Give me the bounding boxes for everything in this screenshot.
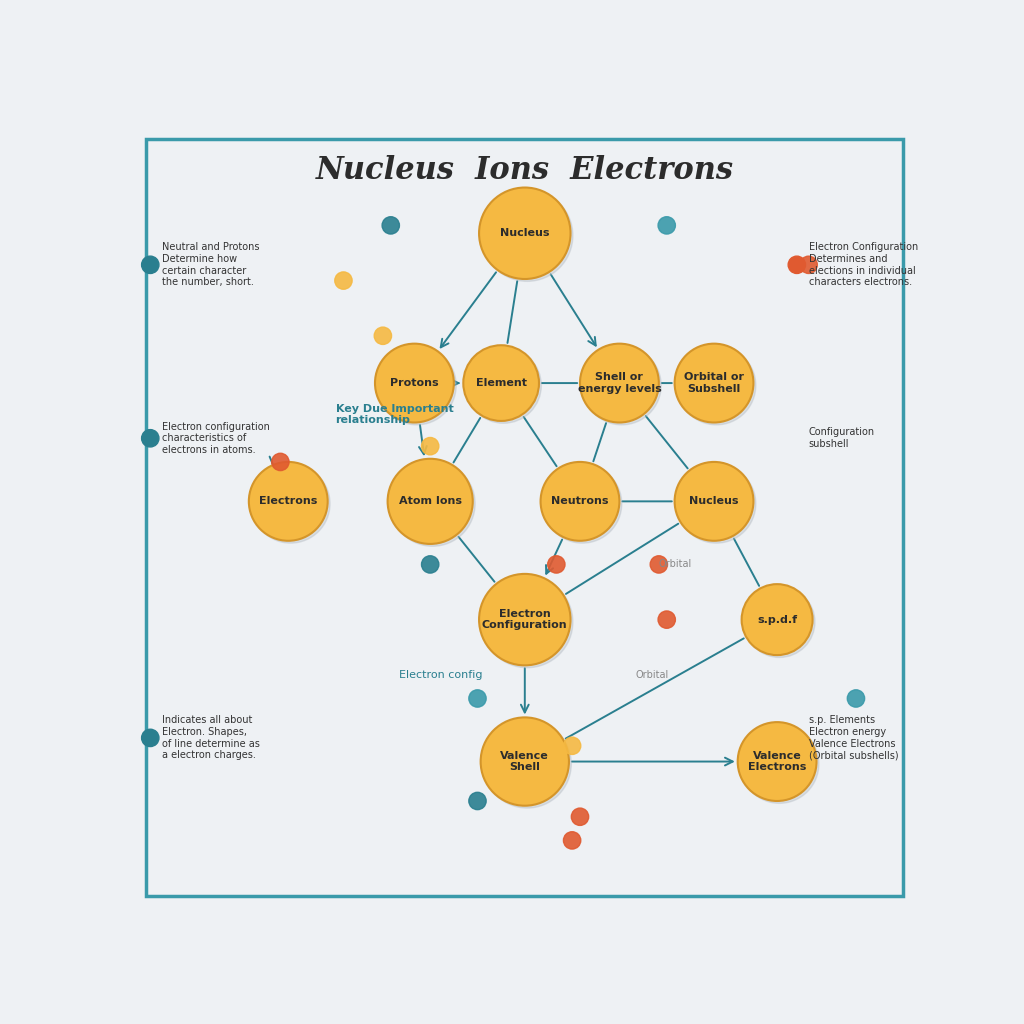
Circle shape — [675, 462, 754, 541]
Text: s.p.d.f: s.p.d.f — [757, 614, 797, 625]
Circle shape — [737, 722, 816, 801]
Text: Valence
Electrons: Valence Electrons — [748, 751, 806, 772]
Circle shape — [658, 611, 676, 629]
Circle shape — [466, 347, 542, 423]
Text: Element: Element — [475, 378, 526, 388]
Circle shape — [141, 430, 159, 446]
Circle shape — [677, 464, 756, 543]
Circle shape — [469, 690, 486, 708]
Text: Orbital: Orbital — [658, 559, 692, 569]
Text: Electron config: Electron config — [398, 670, 482, 680]
Text: Configuration
subshell: Configuration subshell — [809, 427, 874, 450]
Text: Protons: Protons — [390, 378, 438, 388]
Circle shape — [422, 556, 439, 573]
Circle shape — [541, 462, 620, 541]
Circle shape — [249, 462, 328, 541]
Circle shape — [583, 346, 662, 425]
Circle shape — [390, 461, 475, 546]
Circle shape — [480, 718, 569, 806]
Circle shape — [543, 464, 622, 543]
Circle shape — [563, 737, 581, 755]
Text: Neutrons: Neutrons — [551, 497, 608, 506]
Text: Shell or
energy levels: Shell or energy levels — [578, 373, 662, 394]
Text: Electrons: Electrons — [259, 497, 317, 506]
Circle shape — [675, 344, 754, 423]
Circle shape — [658, 217, 676, 234]
Circle shape — [422, 437, 439, 455]
Text: Neutral and Protons
Determine how
certain character
the number, short.: Neutral and Protons Determine how certai… — [162, 243, 260, 287]
Circle shape — [571, 808, 589, 825]
Circle shape — [741, 584, 813, 655]
Circle shape — [382, 217, 399, 234]
Text: Electron
Configuration: Electron Configuration — [482, 609, 567, 631]
Circle shape — [768, 729, 785, 746]
Circle shape — [744, 587, 815, 657]
Circle shape — [251, 464, 330, 543]
Circle shape — [374, 327, 391, 344]
Circle shape — [580, 344, 658, 423]
Circle shape — [800, 256, 817, 273]
Text: Electron configuration
characteristics of
electrons in atoms.: Electron configuration characteristics o… — [162, 422, 270, 455]
Circle shape — [388, 459, 473, 544]
Circle shape — [335, 272, 352, 289]
Circle shape — [479, 187, 570, 279]
Circle shape — [563, 831, 581, 849]
Circle shape — [375, 344, 454, 423]
Circle shape — [463, 345, 539, 421]
Circle shape — [650, 556, 668, 573]
Text: Orbital: Orbital — [635, 670, 669, 680]
Text: Valence
Shell: Valence Shell — [501, 751, 549, 772]
Circle shape — [483, 720, 571, 808]
Text: Nucleus: Nucleus — [500, 228, 550, 239]
Text: Indicates all about
Electron. Shapes,
of line determine as
a electron charges.: Indicates all about Electron. Shapes, of… — [162, 716, 260, 760]
Text: Nucleus  Ions  Electrons: Nucleus Ions Electrons — [315, 155, 734, 185]
Circle shape — [677, 346, 756, 425]
Circle shape — [481, 577, 572, 668]
Circle shape — [469, 793, 486, 810]
Circle shape — [141, 256, 159, 273]
Circle shape — [271, 454, 289, 471]
Text: Atom Ions: Atom Ions — [398, 497, 462, 506]
Circle shape — [847, 690, 864, 708]
Circle shape — [141, 729, 159, 746]
Text: Nucleus: Nucleus — [689, 497, 738, 506]
Circle shape — [548, 556, 565, 573]
Text: s.p. Elements
Electron energy
Valence Electrons
(Orbital subshells): s.p. Elements Electron energy Valence El… — [809, 716, 898, 760]
Circle shape — [788, 256, 806, 273]
Text: Orbital or
Subshell: Orbital or Subshell — [684, 373, 744, 394]
Circle shape — [378, 346, 457, 425]
Circle shape — [479, 573, 570, 666]
Circle shape — [740, 725, 819, 804]
Text: Electron Configuration
Determines and
elections in individual
characters electro: Electron Configuration Determines and el… — [809, 243, 918, 287]
Text: Key Due Important
relationship: Key Due Important relationship — [336, 403, 454, 425]
Circle shape — [481, 189, 572, 282]
